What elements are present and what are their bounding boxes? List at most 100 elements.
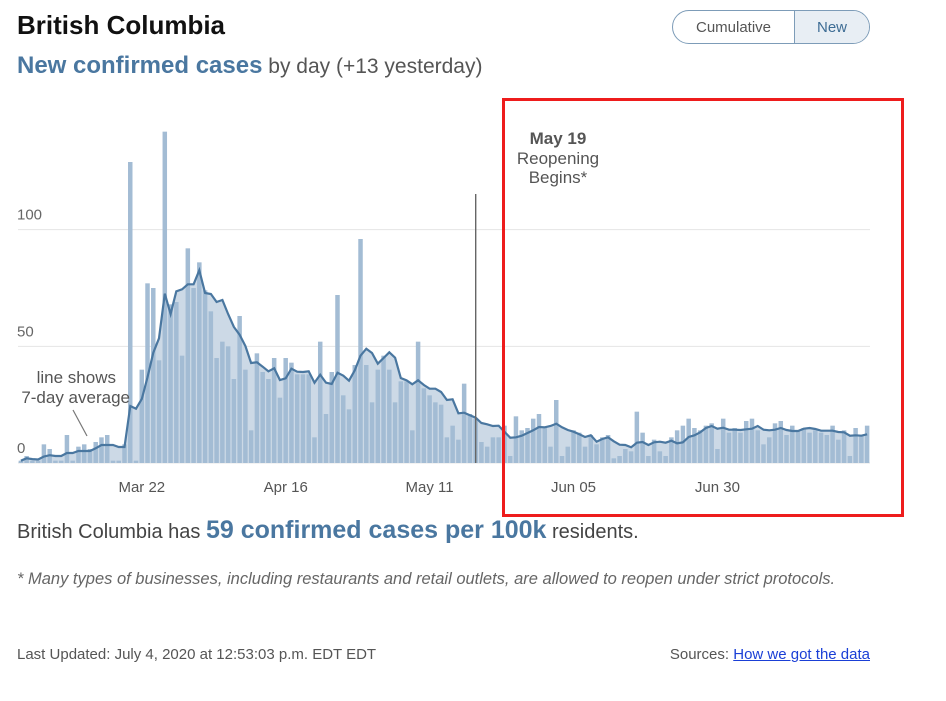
reopening-label-line-2: Begins* [529, 168, 588, 187]
bar [151, 288, 156, 463]
bar [283, 358, 288, 463]
bar [605, 435, 611, 463]
bar [697, 430, 703, 463]
sources-label: Sources: [669, 646, 734, 663]
reopening-label-line-1: Reopening [517, 149, 599, 168]
bar [81, 444, 87, 463]
bar [859, 435, 864, 463]
bar [507, 456, 513, 463]
bar [749, 418, 755, 463]
bar [260, 372, 265, 463]
bar [467, 414, 473, 463]
bar [617, 456, 622, 463]
bar [294, 374, 300, 463]
bar [248, 430, 254, 463]
bar [715, 449, 720, 463]
bar [536, 414, 542, 463]
bar [784, 435, 789, 463]
bar [317, 341, 323, 463]
bar [790, 425, 795, 463]
bar [669, 437, 674, 463]
bar [369, 402, 375, 463]
sources-link[interactable]: How we got the data [733, 646, 870, 663]
bar [352, 365, 358, 463]
average-annotation-pointer [72, 409, 88, 437]
bar [243, 369, 248, 463]
view-toggle: Cumulative New [672, 10, 870, 44]
bar [554, 400, 559, 463]
bar [456, 439, 461, 463]
bar [254, 353, 260, 463]
x-tick-label: Jun 30 [695, 479, 740, 496]
bar [807, 432, 812, 463]
bar [841, 430, 847, 463]
bar [122, 444, 127, 463]
bar [611, 458, 617, 463]
bar [231, 379, 237, 463]
bar [341, 395, 346, 463]
bar [853, 428, 858, 463]
bar [191, 288, 196, 463]
bar [571, 430, 576, 463]
seven-day-average-line [20, 266, 868, 462]
bar [24, 456, 29, 463]
bar [513, 416, 519, 463]
y-tick-label: 50 [17, 323, 34, 340]
x-tick-label: Apr 16 [264, 479, 308, 496]
bar [323, 414, 329, 463]
stat-suffix: residents. [546, 521, 639, 543]
bar [64, 435, 70, 463]
bar [686, 418, 691, 463]
bar [646, 456, 651, 463]
bar [225, 346, 231, 463]
last-updated: Last Updated: July 4, 2020 at 12:53:03 p… [17, 646, 377, 663]
bar [600, 437, 605, 463]
bar [519, 430, 524, 463]
bar [70, 460, 75, 463]
page-title: British Columbia [17, 10, 226, 40]
bar [640, 432, 645, 463]
bar [761, 444, 766, 463]
bar [208, 311, 214, 463]
bar [398, 381, 404, 463]
subtitle-accent: New confirmed cases [17, 52, 263, 79]
bar [87, 449, 93, 463]
bar [444, 437, 450, 463]
bar [335, 295, 340, 463]
bar [156, 360, 162, 463]
toggle-cumulative[interactable]: Cumulative [673, 11, 795, 43]
bar [266, 379, 271, 463]
bar [139, 369, 145, 463]
bar [732, 428, 737, 463]
bar [657, 451, 663, 463]
bar [289, 362, 294, 463]
bar [306, 374, 311, 463]
bar [824, 435, 830, 463]
bar [490, 437, 496, 463]
bar [801, 428, 807, 463]
y-axis-labels: 0 50 100 [17, 207, 42, 457]
toggle-new[interactable]: New [795, 11, 869, 43]
bar [237, 316, 242, 463]
bar [577, 432, 582, 463]
bar [387, 369, 392, 463]
bar [53, 460, 58, 463]
average-annotation-line-2: 7-day average [21, 388, 130, 407]
bar [680, 425, 686, 463]
bar [433, 402, 438, 463]
bar [133, 460, 139, 463]
bar [421, 388, 427, 463]
bar [197, 262, 202, 463]
bar [663, 456, 668, 463]
bar [438, 404, 444, 463]
bar [174, 302, 179, 463]
bar [559, 456, 565, 463]
bar [836, 439, 841, 463]
bar [410, 430, 415, 463]
x-tick-label: May 11 [406, 479, 454, 496]
bar [795, 430, 801, 463]
bar [548, 446, 553, 463]
highlight-box [502, 98, 904, 517]
bar [818, 432, 824, 463]
bar [220, 341, 225, 463]
